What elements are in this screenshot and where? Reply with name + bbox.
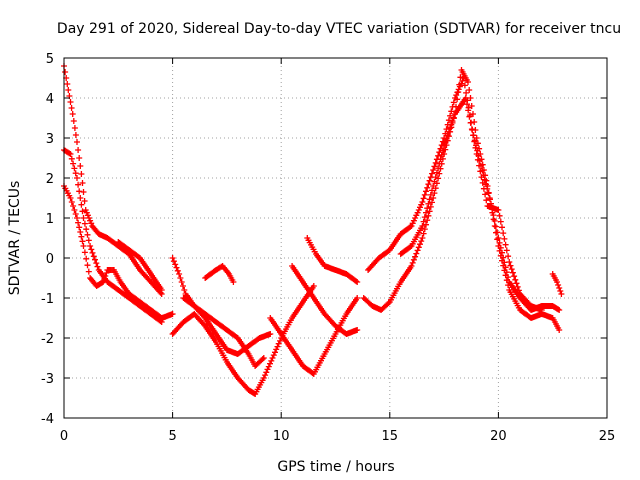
grid-layer — [64, 58, 607, 418]
series-track-k — [289, 263, 361, 337]
series-markers — [549, 271, 565, 297]
series-track-d — [115, 239, 165, 293]
series-track-f — [169, 311, 259, 397]
y-tick-label: -2 — [41, 332, 54, 347]
y-tick-label: -4 — [41, 412, 54, 427]
x-tick-label: 10 — [273, 429, 290, 444]
series-markers — [169, 311, 259, 397]
plot-frame — [63, 57, 608, 419]
x-axis-label: GPS time / hours — [277, 459, 394, 475]
x-tick-label: 25 — [599, 429, 616, 444]
series-markers — [304, 235, 361, 285]
x-tick-label: 20 — [490, 429, 507, 444]
x-tick-label: 0 — [60, 429, 68, 444]
series-track-l — [304, 235, 361, 285]
y-tick-label: 1 — [46, 212, 54, 227]
data-layer — [61, 63, 565, 397]
y-tick-label: 0 — [46, 252, 54, 267]
x-tick-label: 15 — [382, 429, 399, 444]
series-track-e — [169, 255, 267, 369]
y-axis-label: SDTVAR / TECUs — [7, 181, 23, 296]
series-track-c — [61, 183, 176, 321]
y-tick-label: 5 — [46, 52, 54, 67]
series-track-g — [180, 295, 274, 357]
x-tick-label: 5 — [168, 429, 176, 444]
y-tick-label: -3 — [41, 372, 54, 387]
y-tick-label: 2 — [46, 172, 54, 187]
series-markers — [289, 263, 361, 337]
series-markers — [397, 95, 545, 313]
y-tick-label: -1 — [41, 292, 54, 307]
series-markers — [115, 239, 165, 293]
y-tick-label: 4 — [46, 92, 54, 107]
series-markers — [61, 183, 176, 321]
series-track-p — [549, 271, 565, 297]
series-markers — [169, 255, 267, 369]
series-track-n — [365, 75, 563, 313]
series-markers — [180, 295, 274, 357]
series-track-h — [202, 263, 237, 285]
series-track-o — [397, 95, 545, 313]
y-tick-label: 3 — [46, 132, 54, 147]
chart-title: Day 291 of 2020, Sidereal Day-to-day VTE… — [57, 21, 621, 37]
series-markers — [202, 263, 237, 285]
tick-layer: 0 5 10 15 20 25 -4 -3 -2 -1 0 1 2 3 4 5 — [41, 52, 615, 444]
series-markers — [365, 75, 563, 313]
